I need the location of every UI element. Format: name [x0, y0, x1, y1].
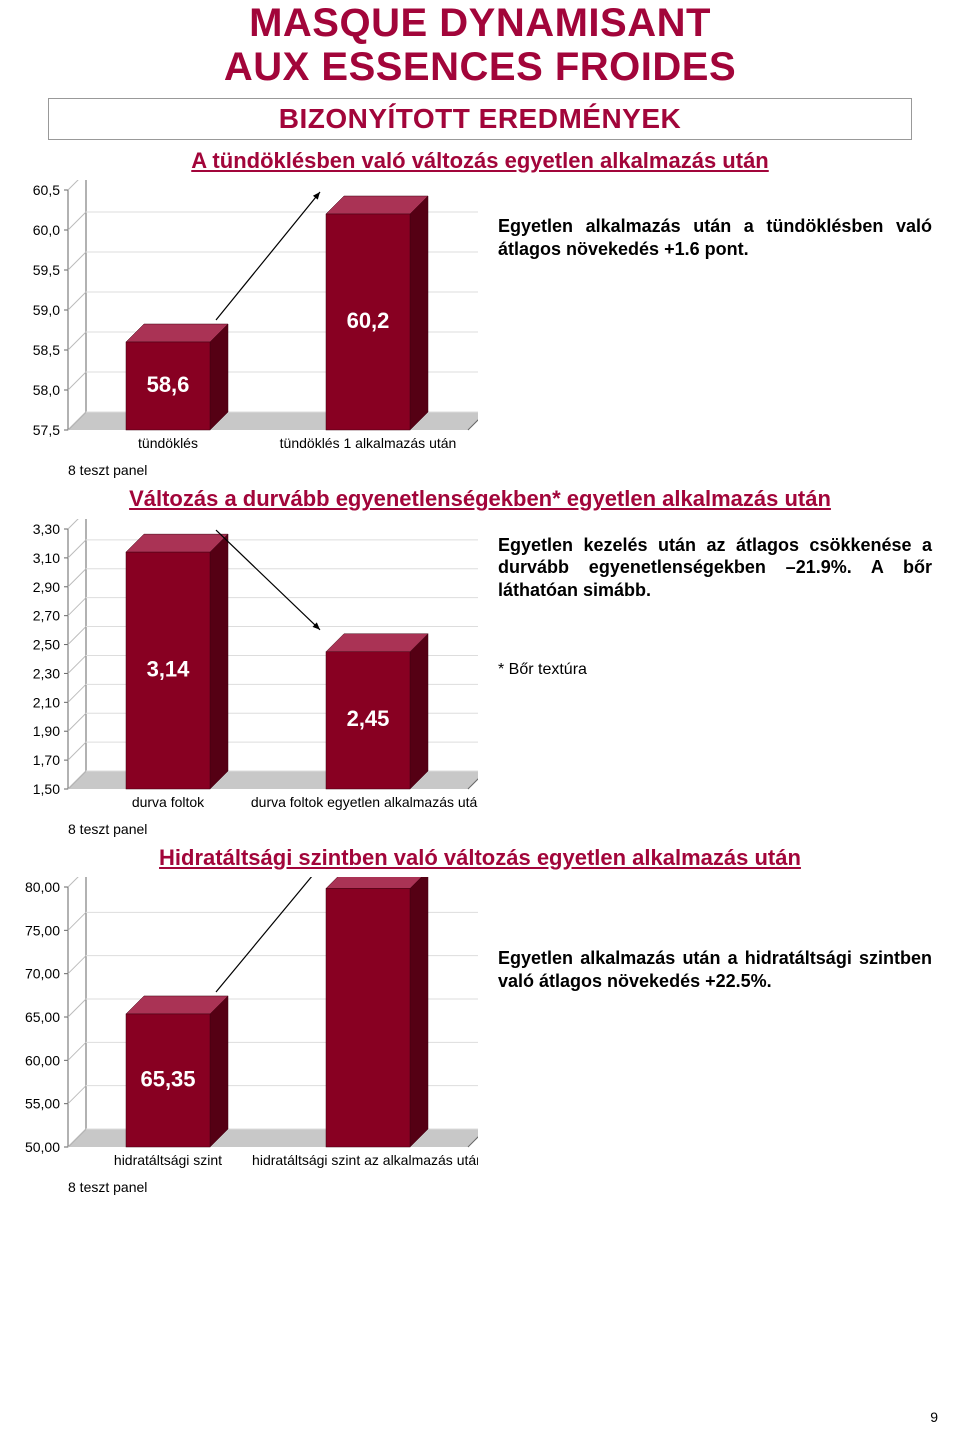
chart2-side-text: Egyetlen kezelés után az átlagos csökken…: [498, 519, 942, 602]
svg-text:3,30: 3,30: [33, 521, 60, 537]
svg-text:1,90: 1,90: [33, 723, 60, 739]
svg-text:58,6: 58,6: [147, 372, 190, 397]
chart2-svg: 1,50 1,70 1,90 2,10 2,30 2,50 2,70 2,90 3,10 3,30…: [18, 519, 478, 819]
chart2-note: * Bőr textúra: [498, 661, 942, 679]
svg-text:1,70: 1,70: [33, 752, 60, 768]
chart2-row: 1,50 1,70 1,90 2,10 2,30 2,50 2,70 2,90 3,10 3,30…: [18, 519, 942, 837]
chart1-panel-label: 8 teszt panel: [68, 462, 478, 478]
svg-text:durva foltok: durva foltok: [132, 794, 205, 810]
subtitle-text: BIZONYÍTOTT EREDMÉNYEK: [279, 103, 682, 134]
svg-text:65,00: 65,00: [25, 1009, 60, 1025]
chart3-side-text: Egyetlen alkalmazás után a hidratáltsági…: [498, 877, 942, 992]
svg-text:50,00: 50,00: [25, 1139, 60, 1155]
chart1-svg: 57,5 58,0 58,5 59,0 59,5 60,0 60,5 58,6 tündöklé…: [18, 180, 478, 460]
svg-text:3,10: 3,10: [33, 550, 60, 566]
svg-text:2,90: 2,90: [33, 579, 60, 595]
chart3-row: 50,00 55,00 60,00 65,00 70,00 75,00 80,00 65,35…: [18, 877, 942, 1195]
svg-text:durva foltok egyetlen alkalmaz: durva foltok egyetlen alkalmazás után: [251, 794, 478, 810]
chart3-panel-label: 8 teszt panel: [68, 1179, 478, 1195]
svg-text:60,0: 60,0: [33, 222, 60, 238]
svg-text:2,50: 2,50: [33, 636, 60, 652]
svg-text:tündöklés: tündöklés: [138, 435, 198, 451]
svg-text:2,45: 2,45: [347, 706, 390, 731]
svg-text:59,5: 59,5: [33, 262, 60, 278]
title-line1: MASQUE DYNAMISANT: [18, 2, 942, 44]
svg-text:2,30: 2,30: [33, 665, 60, 681]
svg-text:58,5: 58,5: [33, 342, 60, 358]
title-line2: AUX ESSENCES FROIDES: [18, 46, 942, 88]
svg-text:80,00: 80,00: [25, 879, 60, 895]
page-number: 9: [930, 1409, 938, 1425]
svg-text:60,5: 60,5: [33, 182, 60, 198]
chart3-heading: Hidratáltsági szintben való változás egy…: [18, 845, 942, 871]
chart3-svg: 50,00 55,00 60,00 65,00 70,00 75,00 80,00 65,35…: [18, 877, 478, 1177]
svg-text:1,50: 1,50: [33, 781, 60, 797]
chart1-heading: A tündöklésben való változás egyetlen al…: [18, 148, 942, 174]
chart3-wrap: 50,00 55,00 60,00 65,00 70,00 75,00 80,00 65,35…: [18, 877, 478, 1195]
svg-text:hidratáltsági szint: hidratáltsági szint: [114, 1152, 222, 1168]
svg-text:3,14: 3,14: [147, 656, 191, 681]
chart1-wrap: 57,5 58,0 58,5 59,0 59,5 60,0 60,5 58,6 tündöklé…: [18, 180, 478, 478]
svg-text:59,0: 59,0: [33, 302, 60, 318]
chart2-wrap: 1,50 1,70 1,90 2,10 2,30 2,50 2,70 2,90 3,10 3,30…: [18, 519, 478, 837]
chart1-side-text: Egyetlen alkalmazás után a tündöklésben …: [498, 180, 942, 260]
svg-text:hidratáltsági szint az alkalma: hidratáltsági szint az alkalmazás után: [252, 1152, 478, 1168]
svg-text:75,00: 75,00: [25, 923, 60, 939]
svg-text:65,35: 65,35: [140, 1066, 195, 1091]
svg-text:57,5: 57,5: [33, 422, 60, 438]
svg-text:58,0: 58,0: [33, 382, 60, 398]
svg-text:70,00: 70,00: [25, 966, 60, 982]
svg-text:60,2: 60,2: [347, 308, 390, 333]
svg-text:60,00: 60,00: [25, 1053, 60, 1069]
svg-text:2,10: 2,10: [33, 694, 60, 710]
svg-text:2,70: 2,70: [33, 607, 60, 623]
chart1-row: 57,5 58,0 58,5 59,0 59,5 60,0 60,5 58,6 tündöklé…: [18, 180, 942, 478]
svg-text:tündöklés 1 alkalmazás után: tündöklés 1 alkalmazás után: [280, 435, 457, 451]
subtitle-box: BIZONYÍTOTT EREDMÉNYEK: [48, 98, 912, 140]
svg-text:55,00: 55,00: [25, 1096, 60, 1112]
chart2-heading: Változás a durvább egyenetlenségekben* e…: [18, 486, 942, 512]
chart2-panel-label: 8 teszt panel: [68, 821, 478, 837]
